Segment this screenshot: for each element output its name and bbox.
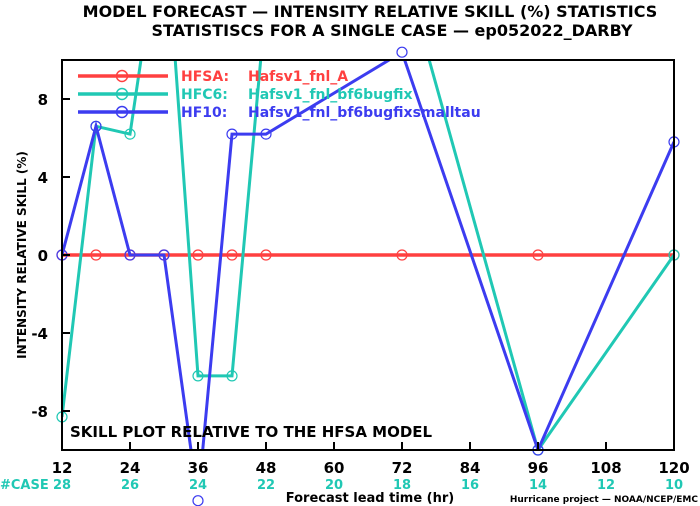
legend-marker: [115, 105, 129, 119]
case-count: 24: [189, 478, 207, 493]
legend-name: HF10:: [181, 105, 227, 121]
series-point-0: [226, 249, 238, 261]
y-tick-label: 4: [38, 169, 48, 187]
credit-text: Hurricane project — NOAA/NCEP/EMC: [510, 495, 699, 505]
series-point-0: [90, 249, 102, 261]
case-label: #CASE: [0, 478, 49, 493]
x-tick-label: 84: [460, 459, 481, 477]
legend-label: Hafsv1_fnl_bf6bugfix: [248, 87, 413, 103]
y-tick-label: 0: [38, 247, 48, 265]
series-point-0: [396, 249, 408, 261]
y-tick-label: -8: [31, 403, 48, 421]
series-point-0: [532, 249, 544, 261]
legend: HFSA: Hafsv1_fnl_A HFC6: Hafsv1_fnl_bf6bugf…: [78, 69, 481, 121]
x-tick-label: 12: [52, 459, 73, 477]
case-count: 12: [597, 478, 615, 493]
case-count: 22: [257, 478, 275, 493]
legend-label: Hafsv1_fnl_bf6bugfixsmalltau: [248, 105, 481, 121]
legend-name: HFSA:: [181, 69, 229, 85]
case-count: 16: [461, 478, 479, 493]
series-point-2: [192, 495, 204, 506]
x-tick-label: 108: [590, 459, 621, 477]
series-lines: [62, 60, 674, 450]
series-point-2: [90, 120, 102, 132]
series-point-1: [124, 128, 136, 140]
x-tick-label: 96: [528, 459, 549, 477]
x-axis: 12 24 36 48 60 72 84 96 108 120: [52, 442, 690, 477]
x-axis-label: Forecast lead time (hr): [286, 491, 454, 506]
case-count: 28: [53, 478, 71, 493]
chart-title-line1: MODEL FORECAST — INTENSITY RELATIVE SKIL…: [83, 2, 658, 21]
series-point-1: [226, 370, 238, 382]
x-tick-label: 72: [392, 459, 413, 477]
chart-title-line2: STATISTISCS FOR A SINGLE CASE — ep052022…: [151, 21, 632, 40]
series-line-2: [62, 60, 674, 450]
legend-marker: [115, 87, 129, 101]
x-tick-label: 48: [256, 459, 277, 477]
legend-name: HFC6:: [181, 87, 228, 103]
series-point-1: [192, 370, 204, 382]
series-point-2: [396, 46, 408, 58]
legend-marker: [115, 69, 129, 83]
y-tick-label: -4: [31, 325, 48, 343]
series-point-2: [124, 249, 136, 261]
series-point-2: [158, 249, 170, 261]
series-point-2: [260, 128, 272, 140]
case-count: 10: [665, 478, 683, 493]
case-count: 26: [121, 478, 139, 493]
series-point-0: [260, 249, 272, 261]
y-axis-label: INTENSITY RELATIVE SKILL (%): [15, 151, 29, 359]
case-count: 14: [529, 478, 547, 493]
x-tick-label: 60: [324, 459, 345, 477]
y-tick-label: 8: [38, 91, 48, 109]
case-count-row: #CASE 28 26 24 22 20 18 16 14 12 10: [0, 478, 683, 493]
case-count: 18: [393, 478, 411, 493]
x-tick-label: 24: [120, 459, 141, 477]
series-line-1: [62, 60, 674, 450]
y-axis: -8 -4 0 4 8: [31, 91, 70, 421]
series-point-2: [226, 128, 238, 140]
chart-annotation: SKILL PLOT RELATIVE TO THE HFSA MODEL: [70, 423, 433, 441]
x-tick-label: 120: [658, 459, 689, 477]
series-point-0: [192, 249, 204, 261]
legend-label: Hafsv1_fnl_A: [248, 69, 348, 85]
case-count: 20: [325, 478, 343, 493]
x-tick-label: 36: [188, 459, 209, 477]
